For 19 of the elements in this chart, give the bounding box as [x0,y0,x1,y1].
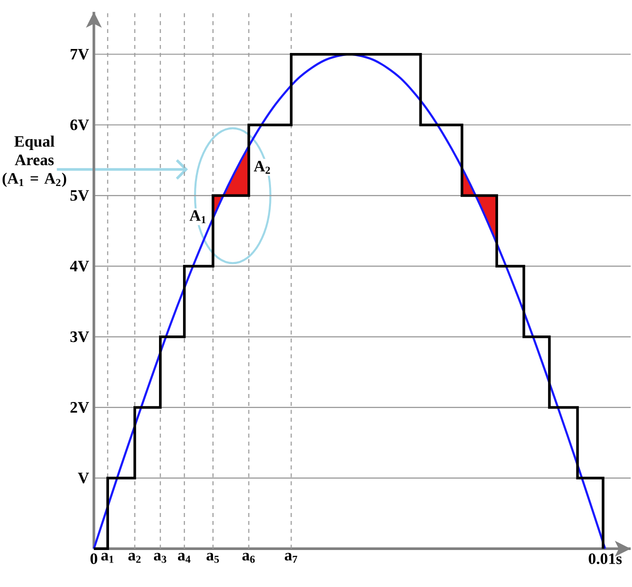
ref-line-label: a$_{4}$ [178,552,190,563]
y-tick-label: 7V [70,48,90,60]
y-tick-label: 2V [70,402,90,413]
y-tick-label: V [78,472,90,484]
y-tick-label: 5V [70,190,90,201]
ref-line-label: a$_{2}$ [128,552,141,563]
y-tick-label: 6V [70,120,90,130]
ref-line-label: a$_{5}$ [206,552,219,563]
x-tick-label: 0.01s [588,553,622,564]
annotation: A$_{1}$ [190,210,206,224]
y-tick-label: 4V [70,260,90,272]
ref-line-label: a$_{1}$ [101,552,114,563]
annotation: A$_{2}$ [254,160,270,174]
x-tick-label: 0 [90,553,98,564]
ref-line-label: a$_{7}$ [284,552,298,563]
ref-line-label: a$_{3}$ [154,552,166,563]
annotation: Equal Areas (A$_{1}$ = A$_{2}$) [2,136,66,187]
y-tick-label: 3V [70,331,90,342]
ref-line-label: a$_{6}$ [242,552,255,563]
